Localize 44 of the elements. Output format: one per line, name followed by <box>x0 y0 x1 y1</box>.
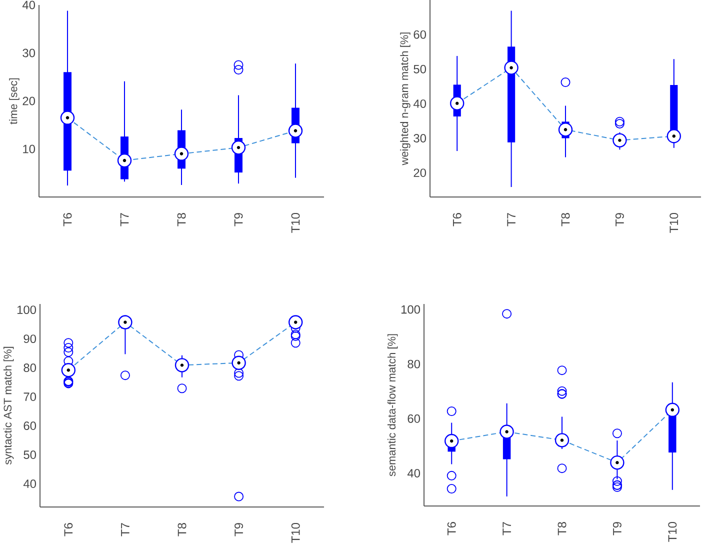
y-tick-label: 80 <box>408 360 420 368</box>
x-tick-label: T7 <box>121 523 130 536</box>
y-tick-label: 40 <box>413 99 426 108</box>
x-tick-label: T6 <box>452 213 462 226</box>
y-axis-title: syntactic AST match [%] <box>3 346 14 465</box>
x-tick-label: T8 <box>561 213 570 226</box>
y-tick-label: 40 <box>22 0 36 10</box>
y-tick-label: 40 <box>407 469 420 478</box>
x-tick-label: T9 <box>615 213 624 226</box>
y-axis-title: semantic data-flow match [%] <box>387 334 398 476</box>
x-tick-label: T8 <box>178 523 186 536</box>
y-tick-label: 100 <box>401 305 420 314</box>
x-tick-label: T7 <box>502 522 511 536</box>
x-tick-label: T7 <box>507 213 516 226</box>
x-tick-label: T9 <box>234 523 244 536</box>
x-tick-label: T9 <box>234 213 243 226</box>
y-tick-label: 60 <box>408 414 420 423</box>
y-tick-label: 20 <box>22 96 36 106</box>
y-tick-label: 50 <box>414 64 426 74</box>
y-tick-label: 90 <box>24 334 36 344</box>
y-tick-label: 60 <box>24 422 36 430</box>
x-tick-label: T6 <box>64 523 73 536</box>
y-tick-label: 30 <box>22 48 36 58</box>
y-tick-label: 50 <box>24 450 36 460</box>
x-tick-label: T7 <box>120 213 129 226</box>
y-tick-label: 80 <box>24 364 36 372</box>
y-axis-title: time [sec] <box>9 78 20 124</box>
x-tick-label: T6 <box>63 213 72 226</box>
y-axis-title: weighted n-gram match [%] <box>400 32 410 166</box>
y-tick-label: 100 <box>17 306 36 314</box>
y-tick-label: 70 <box>24 392 36 402</box>
y-tick-label: 30 <box>414 134 426 142</box>
x-tick-label: T10 <box>291 522 300 543</box>
x-tick-label: T8 <box>177 213 186 226</box>
x-tick-label: T6 <box>447 522 456 536</box>
y-tick-label: 60 <box>414 30 426 39</box>
x-tick-label: T10 <box>291 212 300 233</box>
y-tick-label: 10 <box>23 144 36 154</box>
x-tick-label: T8 <box>558 522 566 536</box>
x-tick-label: T10 <box>670 212 678 233</box>
x-tick-label: T10 <box>668 522 677 542</box>
x-tick-label: T9 <box>612 522 622 536</box>
y-tick-label: 20 <box>414 168 426 178</box>
y-tick-label: 40 <box>23 480 36 488</box>
